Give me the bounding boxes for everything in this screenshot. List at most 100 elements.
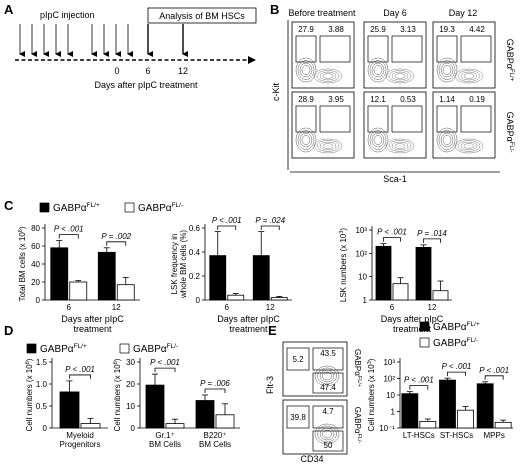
x-axis-label: Days after pIpC	[217, 314, 280, 324]
gate-lsk	[391, 35, 423, 63]
y-tick-label: 0	[36, 296, 41, 305]
contour	[385, 138, 415, 154]
lsk-flow-grid: 5.2 43.5 47.4 39.8 4.7 50	[282, 341, 348, 455]
contour	[319, 71, 337, 81]
row-genotype-flminus: GABPαFL/-	[505, 112, 515, 153]
legend-swatch-flplus	[419, 321, 430, 332]
analysis-box	[147, 7, 257, 24]
contour	[322, 371, 332, 381]
legend-panel-e: GABPαFL/+ GABPαFL/-	[419, 321, 480, 349]
legend-swatch-flplus	[39, 202, 50, 213]
flow-plot: 1.14 0.19	[432, 91, 496, 159]
significance-bracket	[423, 238, 441, 243]
legend-label-flminus: GABPαFL/-	[433, 337, 478, 349]
significance-bracket	[69, 374, 91, 379]
contour	[316, 70, 340, 82]
p-value: P < .001	[442, 362, 472, 371]
contour	[438, 60, 456, 80]
gate-lin-ckit	[436, 35, 458, 63]
contour	[442, 135, 452, 145]
flow-plot: 25.9 3.13	[363, 21, 427, 89]
y-tick-label: 80	[31, 224, 40, 233]
ckit-axis-label: c-Kit	[271, 83, 281, 101]
gate-percentage: 27.9	[298, 25, 314, 34]
panel-label-e: E	[268, 323, 277, 338]
bar-flplus	[97, 251, 116, 301]
contour	[442, 65, 452, 75]
y-tick-label: 10²	[355, 249, 367, 258]
bar-flminus	[227, 294, 245, 301]
contour	[295, 57, 317, 83]
contour	[316, 140, 340, 152]
bar-flminus	[69, 281, 88, 301]
gate-lsk	[460, 35, 492, 63]
gate-percentage: 47.4	[320, 383, 336, 392]
contour	[313, 138, 343, 154]
y-tick-label: 1.5	[36, 358, 48, 367]
legend-swatch-flminus	[419, 337, 430, 348]
x-tick-label: LT-HSCs	[403, 431, 435, 440]
contour	[322, 143, 334, 149]
significance-bracket	[447, 371, 466, 377]
x-tick-label: Gr.1⁺	[155, 431, 174, 440]
legend-panel-d: GABPαFL/+ GABPαFL/-	[26, 343, 178, 355]
y-tick-label: 10	[386, 391, 395, 400]
flow-plot-frame	[363, 21, 427, 89]
lsk-flow-panel: Flt-3 CD34 5.2 43.5 47.4 39.8 4.7 50 GABPαFL/…	[265, 341, 362, 464]
bar-flminus	[432, 290, 449, 301]
significance-bracket	[204, 388, 226, 393]
contour	[371, 132, 385, 148]
contour	[301, 135, 311, 145]
panel-label-b: B	[270, 2, 279, 17]
contour	[454, 138, 484, 154]
contour	[394, 73, 406, 79]
gate-lsk	[460, 105, 492, 133]
timeline-panel: pIpC injection Analysis of BM HSCs 0 6 1…	[15, 7, 257, 90]
p-value: P < .001	[479, 366, 509, 375]
chart-total-bm-cells: 0 20 40 60 80 Total BM cells (x 106) P < .001 6…	[18, 224, 140, 334]
analysis-label: Analysis of BM HSCs	[159, 11, 245, 21]
contour	[313, 68, 343, 84]
x-tick-label: 12	[428, 303, 437, 312]
legend-swatch-flminus	[119, 343, 130, 354]
gate-st	[312, 430, 344, 452]
chart-mature-bm-cells: 0 10 20 30 Cell numbers (x 106) P < .001 Gr.1⁺…	[113, 358, 240, 449]
contour	[373, 65, 383, 75]
y-tick-label: 10	[126, 402, 135, 411]
contour	[373, 135, 383, 145]
bar-flplus	[145, 384, 165, 429]
lsk-flow-plot: 5.2 43.5 47.4	[282, 341, 348, 397]
row-genotype-flplus: GABPαFL/+	[505, 39, 515, 82]
significance-bracket	[484, 375, 504, 380]
significance-bracket	[217, 225, 237, 230]
bar-flplus	[415, 246, 432, 301]
gate-lin-ckit	[436, 105, 458, 133]
contour	[319, 141, 337, 151]
contour	[322, 73, 334, 79]
contour	[299, 132, 313, 148]
contour	[369, 130, 387, 150]
y-tick-label: 30	[126, 358, 135, 367]
lsk-flow-plot: 39.8 4.7 50	[282, 399, 348, 455]
gate-percentage: 0.53	[400, 95, 416, 104]
significance-bracket	[154, 367, 176, 373]
contour	[454, 68, 484, 84]
tick-0: 0	[114, 66, 119, 76]
gate-mpp	[312, 405, 344, 429]
y-tick-label: 10⁻¹	[379, 424, 395, 433]
p-value: P < .001	[212, 216, 242, 225]
y-tick-label: 0	[196, 296, 201, 305]
contour	[388, 70, 412, 82]
legend-label-flplus: GABPαFL/+	[40, 343, 87, 355]
p-value: P = .006	[200, 379, 230, 388]
p-value: P < .001	[54, 225, 84, 234]
x-tick-label: ST-HSCs	[440, 431, 473, 440]
y-tick-label: 10²	[383, 375, 395, 384]
injection-arrows	[19, 24, 133, 57]
bar-flplus	[439, 379, 456, 429]
significance-bracket	[383, 237, 401, 242]
y-tick-label: 1	[363, 296, 368, 305]
contour	[371, 62, 385, 78]
column-header-before: Before treatment	[288, 8, 356, 18]
bar-flminus	[215, 414, 235, 429]
